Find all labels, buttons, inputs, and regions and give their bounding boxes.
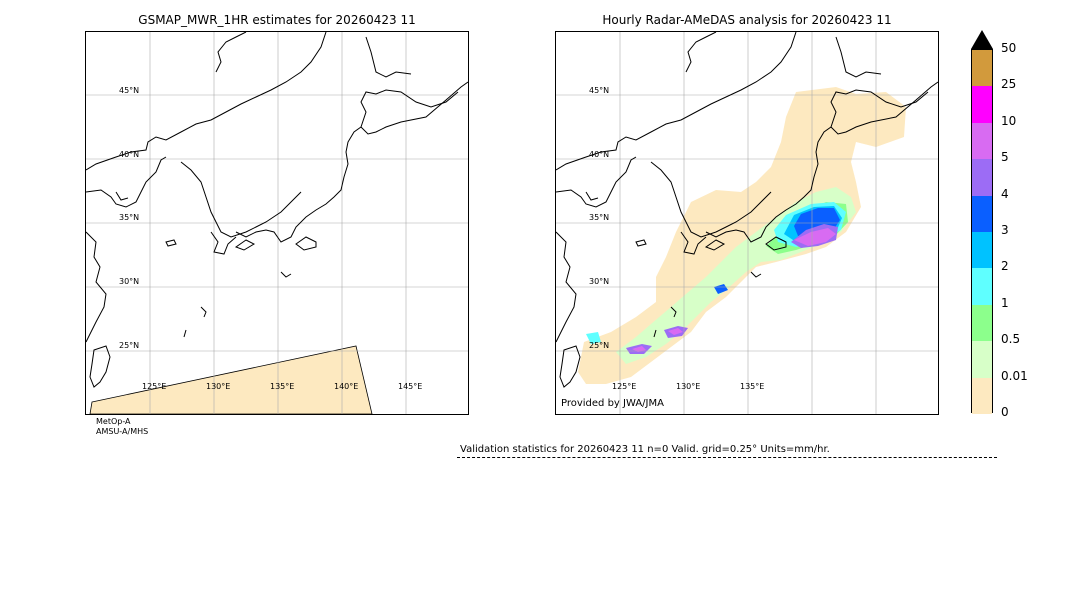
left-lon-135: 135°E [270,382,295,391]
left-lon-130: 130°E [206,382,231,391]
left-lat-25: 25°N [119,341,140,350]
right-lat-25: 25°N [589,341,610,350]
colorbar-tick-label: 50 [1001,41,1017,55]
left-lon-145: 145°E [398,382,423,391]
colorbar-tick-label: 0.01 [1001,368,1028,383]
validation-divider [457,457,997,458]
colorbar-segment [972,159,992,196]
precip-25-south-b [632,346,646,352]
colorbar-tick-label: 0 [1001,405,1009,419]
colorbar-overflow-arrow [971,30,993,49]
colorbar-tick-label: 4 [1001,186,1009,201]
left-lat-30: 30°N [119,277,140,286]
right-lat-40: 40°N [589,150,610,159]
precip-field [578,87,906,384]
colorbar-segment [972,86,992,123]
colorbar-segment [972,232,992,269]
colorbar-segment [972,377,992,414]
precip-0.01 [578,87,906,384]
colorbar-segment [972,122,992,160]
left-panel-title: GSMAP_MWR_1HR estimates for 20260423 11 [138,13,416,27]
sensor-instrument: AMSU-A/MHS [96,427,149,436]
right-map-canvas [556,32,938,414]
coastline [86,32,468,388]
left-map-canvas [86,32,468,414]
colorbar-tick-label: 0.5 [1001,332,1021,347]
left-lat-35: 35°N [119,213,140,222]
precip-25-south-a [668,328,683,335]
precip-1-sw [586,332,601,344]
colorbar-segment [972,195,992,232]
right-map [555,31,939,415]
left-lon-140: 140°E [334,382,359,391]
colorbar-tick-label: 25 [1001,77,1017,92]
right-lon-130: 130°E [676,382,701,391]
colorbar-tick-label: 10 [1001,113,1017,128]
right-panel-title: Hourly Radar-AMeDAS analysis for 2026042… [602,13,892,27]
left-lon-125: 125°E [142,382,167,391]
colorbar-segment [972,304,992,342]
satellite-swath [89,345,373,414]
right-lat-30: 30°N [589,277,610,286]
sensor-note: MetOp-A AMSU-A/MHS [96,417,148,437]
validation-statistics: Validation statistics for 20260423 11 n=… [460,444,830,455]
graticule [86,32,468,414]
colorbar-segment [972,50,992,87]
left-lat-45: 45°N [119,86,140,95]
colorbar-tick-label: 5 [1001,150,1009,165]
right-lon-135: 135°E [740,382,765,391]
right-lat-45: 45°N [589,86,610,95]
precip-10 [794,228,836,246]
right-lat-35: 35°N [589,213,610,222]
colorbar-tick-label: 3 [1001,223,1009,237]
data-credit: Provided by JWA/JMA [561,398,664,409]
colorbar-segment [972,268,992,305]
colorbar [971,49,993,414]
colorbar-tick-label: 1 [1001,295,1009,310]
precip-3-east [714,284,728,294]
colorbar-segment [972,341,992,378]
coastline [556,32,938,388]
right-lon-125: 125°E [612,382,637,391]
left-map [85,31,469,415]
left-lat-40: 40°N [119,150,140,159]
colorbar-tick-label: 2 [1001,259,1009,274]
sensor-satellite: MetOp-A [96,417,131,426]
